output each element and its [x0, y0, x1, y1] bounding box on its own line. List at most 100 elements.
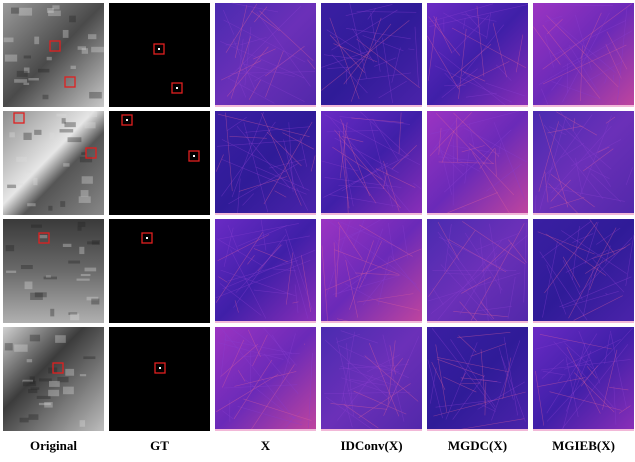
image-tile	[215, 219, 316, 323]
texture	[55, 335, 66, 343]
image-tile	[321, 111, 422, 215]
texture	[60, 201, 65, 207]
texture	[30, 293, 43, 300]
feature-map	[533, 219, 634, 323]
texture	[27, 359, 32, 362]
image-tile	[215, 111, 316, 215]
texture	[16, 157, 27, 162]
image-tile	[533, 111, 634, 215]
image-tile	[321, 327, 422, 431]
image-tile	[533, 219, 634, 323]
texture	[70, 314, 79, 321]
column-label: GT	[150, 438, 169, 453]
image-tile	[3, 219, 104, 323]
image-tile	[215, 3, 316, 107]
target-dot	[126, 119, 128, 121]
texture	[7, 185, 16, 188]
texture	[31, 225, 42, 228]
feature-map	[215, 3, 316, 107]
texture	[6, 271, 16, 273]
gt-image	[109, 3, 210, 107]
texture	[4, 38, 14, 43]
texture	[63, 244, 72, 247]
texture	[50, 309, 54, 317]
texture	[28, 78, 39, 80]
texture	[5, 343, 13, 350]
target-dot	[176, 87, 178, 89]
texture	[81, 274, 91, 276]
texture	[14, 79, 27, 83]
image-tile	[427, 219, 528, 323]
edge-highlight	[321, 105, 422, 107]
texture	[23, 381, 36, 386]
texture	[43, 95, 49, 100]
column-label: IDConv(X)	[340, 438, 402, 453]
edge-highlight	[321, 213, 422, 215]
edge-highlight	[533, 429, 634, 431]
texture	[91, 299, 99, 305]
image-tile	[109, 219, 210, 323]
edge-highlight	[215, 213, 316, 215]
texture	[83, 356, 95, 359]
texture	[62, 118, 66, 123]
edge-highlight	[215, 321, 316, 323]
texture	[49, 132, 54, 139]
texture	[37, 396, 51, 399]
texture	[78, 222, 86, 227]
page: OriginalGTXIDConv(X)MGDC(X)MGIEB(X) (() …	[0, 0, 635, 457]
edge-highlight	[215, 429, 316, 431]
texture	[64, 122, 75, 127]
texture	[14, 344, 27, 351]
texture	[26, 170, 31, 172]
texture	[56, 114, 66, 117]
texture	[38, 69, 49, 73]
texture	[80, 420, 85, 427]
column-label: Original	[30, 438, 77, 453]
texture	[29, 414, 39, 420]
target-dot	[146, 237, 148, 239]
texture	[68, 137, 82, 142]
texture	[49, 381, 60, 387]
texture	[39, 235, 47, 238]
texture	[71, 66, 76, 69]
image-tile	[427, 111, 528, 215]
texture	[19, 8, 32, 16]
texture	[39, 403, 51, 405]
edge-highlight	[215, 105, 316, 107]
image-tile	[109, 327, 210, 431]
edge-highlight	[533, 213, 634, 215]
original-image	[3, 327, 104, 431]
texture	[27, 203, 35, 206]
texture	[48, 206, 52, 211]
image-tile	[321, 3, 422, 107]
texture	[31, 387, 40, 389]
edge-highlight	[427, 429, 528, 431]
texture	[23, 133, 31, 140]
texture	[80, 374, 86, 376]
image-tile	[427, 3, 528, 107]
texture	[17, 71, 28, 77]
texture	[63, 30, 69, 38]
image-grid	[3, 3, 634, 431]
gt-image	[109, 219, 210, 323]
texture	[33, 178, 37, 185]
texture	[34, 130, 41, 135]
column-label: MGDC(X)	[448, 438, 507, 453]
target-dot	[193, 155, 195, 157]
edge-highlight	[427, 105, 528, 107]
edge-highlight	[427, 213, 528, 215]
texture	[82, 176, 93, 183]
texture	[21, 265, 33, 269]
image-tile	[533, 327, 634, 431]
texture	[30, 335, 40, 342]
texture	[78, 227, 82, 231]
edge-highlight	[321, 429, 422, 431]
texture	[77, 279, 90, 281]
texture	[81, 152, 86, 155]
texture	[63, 163, 69, 166]
texture	[11, 8, 19, 14]
image-tile	[427, 327, 528, 431]
texture	[68, 261, 80, 264]
texture	[69, 16, 76, 23]
